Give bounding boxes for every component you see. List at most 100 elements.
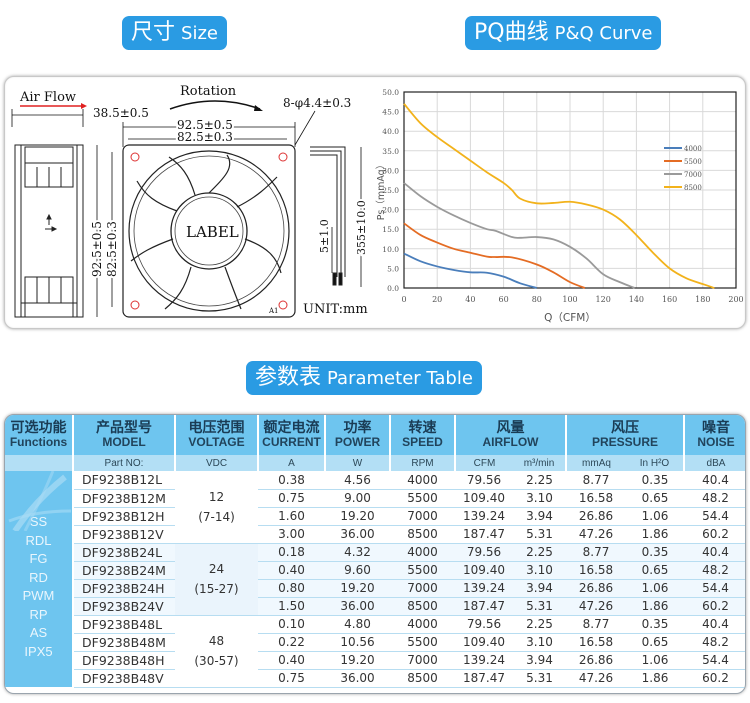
depth-dimension: 38.5±0.5 <box>93 106 149 120</box>
y-tick-label: 10.0 <box>382 245 399 254</box>
current-cell: 3.00 <box>258 525 325 544</box>
series-line-7000 <box>403 182 636 289</box>
legend-label: 8500 <box>684 184 702 192</box>
noise-cell: 54.4 <box>684 507 745 526</box>
model-cell: DF9238B12M <box>73 489 175 508</box>
model-cell: DF9238B24H <box>73 579 175 598</box>
cfm-cell: 79.56 <box>455 543 513 562</box>
power-cell: 36.00 <box>325 669 390 688</box>
mmaq-cell: 47.26 <box>566 597 626 616</box>
lead-length-dimension: 355±10.0 <box>355 200 368 255</box>
unit-inh2o: In H²O <box>626 455 685 471</box>
noise-cell: 40.4 <box>684 471 745 490</box>
inh2o-cell: 1.86 <box>626 669 684 688</box>
m3min-cell: 3.94 <box>513 579 566 598</box>
series-line-4000 <box>403 252 538 289</box>
speed-cell: 4000 <box>390 615 455 634</box>
power-cell: 9.00 <box>325 489 390 508</box>
y-tick-label: 0.0 <box>387 284 399 293</box>
function-item: SS <box>29 514 48 529</box>
power-cell: 19.20 <box>325 579 390 598</box>
noise-cell: 54.4 <box>684 579 745 598</box>
table-row: DF9238B12H 1.60 19.20 7000 139.24 3.94 26.86 1.… <box>5 507 745 526</box>
speed-cell: 5500 <box>390 633 455 652</box>
mmaq-cell: 8.77 <box>566 543 626 562</box>
speed-cell: 4000 <box>390 471 455 490</box>
header-noise: 噪音 NOISE <box>684 415 745 455</box>
pq-title-cn: PQ曲线 <box>474 20 549 45</box>
cfm-cell: 139.24 <box>455 651 513 670</box>
y-tick-label: 25.0 <box>382 186 399 195</box>
size-title-en: Size <box>181 23 218 44</box>
mmaq-cell: 47.26 <box>566 669 626 688</box>
model-cell: DF9238B24V <box>73 597 175 616</box>
holes-dimension: 8-φ4.4±0.3 <box>283 96 351 110</box>
table-row: DF9238B24H 0.80 19.20 7000 139.24 3.94 26.86 1.… <box>5 579 745 598</box>
inh2o-cell: 1.06 <box>626 651 684 670</box>
header-pressure: 风压 PRESSURE <box>566 415 685 455</box>
size-section-title: 尺寸 Size <box>122 16 227 50</box>
voltage-value: 48 <box>208 634 225 648</box>
table-row: DF9238B24M 0.40 9.60 5500 109.40 3.10 16.58 0.6… <box>5 561 745 580</box>
power-cell: 19.20 <box>325 651 390 670</box>
power-cell: 4.80 <box>325 615 390 634</box>
legend-label: 5500 <box>684 158 702 166</box>
y-tick-label: 15.0 <box>382 225 399 234</box>
functions-cell: SS RDL FG RD PWM RP AS IPX5 <box>5 471 74 687</box>
x-tick-label: 140 <box>629 295 644 304</box>
inh2o-cell: 0.35 <box>626 471 684 490</box>
cfm-cell: 79.56 <box>455 615 513 634</box>
inh2o-cell: 0.65 <box>626 561 684 580</box>
current-cell: 0.75 <box>258 489 325 508</box>
cfm-cell: 187.47 <box>455 525 513 544</box>
power-cell: 4.32 <box>325 543 390 562</box>
m3min-cell: 3.94 <box>513 507 566 526</box>
model-cell: DF9238B24M <box>73 561 175 580</box>
current-cell: 0.80 <box>258 579 325 598</box>
function-item: RP <box>29 606 48 622</box>
m3min-cell: 2.25 <box>513 543 566 562</box>
speed-cell: 5500 <box>390 561 455 580</box>
x-tick-label: 100 <box>562 295 577 304</box>
y-tick-label: 35.0 <box>382 147 399 156</box>
table-row: DF9238B48V 0.75 36.00 8500 187.47 5.31 47.26 1.… <box>5 669 745 688</box>
y-axis-label: Ps（mmAq） <box>375 160 387 220</box>
strip-length-dimension: 5±1.0 <box>318 219 331 253</box>
x-tick-label: 60 <box>499 295 509 304</box>
mmaq-cell: 16.58 <box>566 489 626 508</box>
voltage-value: 24 <box>208 562 225 576</box>
speed-cell: 8500 <box>390 597 455 616</box>
params-section-title: 参数表 Parameter Table <box>246 361 482 395</box>
noise-cell: 60.2 <box>684 525 745 544</box>
m3min-cell: 5.31 <box>513 669 566 688</box>
voltage-cell: 48 (30-57) <box>175 615 258 688</box>
mmaq-cell: 16.58 <box>566 633 626 652</box>
noise-cell: 40.4 <box>684 543 745 562</box>
inh2o-cell: 0.65 <box>626 489 684 508</box>
mmaq-cell: 26.86 <box>566 579 626 598</box>
power-cell: 9.60 <box>325 561 390 580</box>
rotation-label: Rotation <box>180 84 237 99</box>
x-tick-label: 40 <box>465 295 475 304</box>
current-cell: 1.50 <box>258 597 325 616</box>
fan-front-view: LABEL A1 <box>122 144 296 318</box>
function-item: IPX5 <box>24 643 53 659</box>
model-cell: DF9238B12V <box>73 525 175 544</box>
model-cell: DF9238B12H <box>73 507 175 526</box>
voltage-range: (15-27) <box>194 582 239 596</box>
noise-cell: 54.4 <box>684 651 745 670</box>
noise-cell: 60.2 <box>684 669 745 688</box>
inh2o-cell: 1.86 <box>626 525 684 544</box>
params-title-en: Parameter Table <box>327 368 473 389</box>
function-item: FG <box>29 551 48 566</box>
mmaq-cell: 26.86 <box>566 507 626 526</box>
x-tick-label: 200 <box>728 295 743 304</box>
current-cell: 0.75 <box>258 669 325 688</box>
y-tick-label: 40.0 <box>382 127 399 136</box>
rotation-arrow-icon <box>169 100 261 110</box>
y-tick-label: 20.0 <box>382 206 399 215</box>
speed-cell: 8500 <box>390 525 455 544</box>
table-row: DF9238B48L 48 (30-57) 0.10 4.80 4000 79.56 2.25… <box>5 615 745 688</box>
speed-cell: 4000 <box>390 543 455 562</box>
series-line-8500 <box>403 103 715 289</box>
